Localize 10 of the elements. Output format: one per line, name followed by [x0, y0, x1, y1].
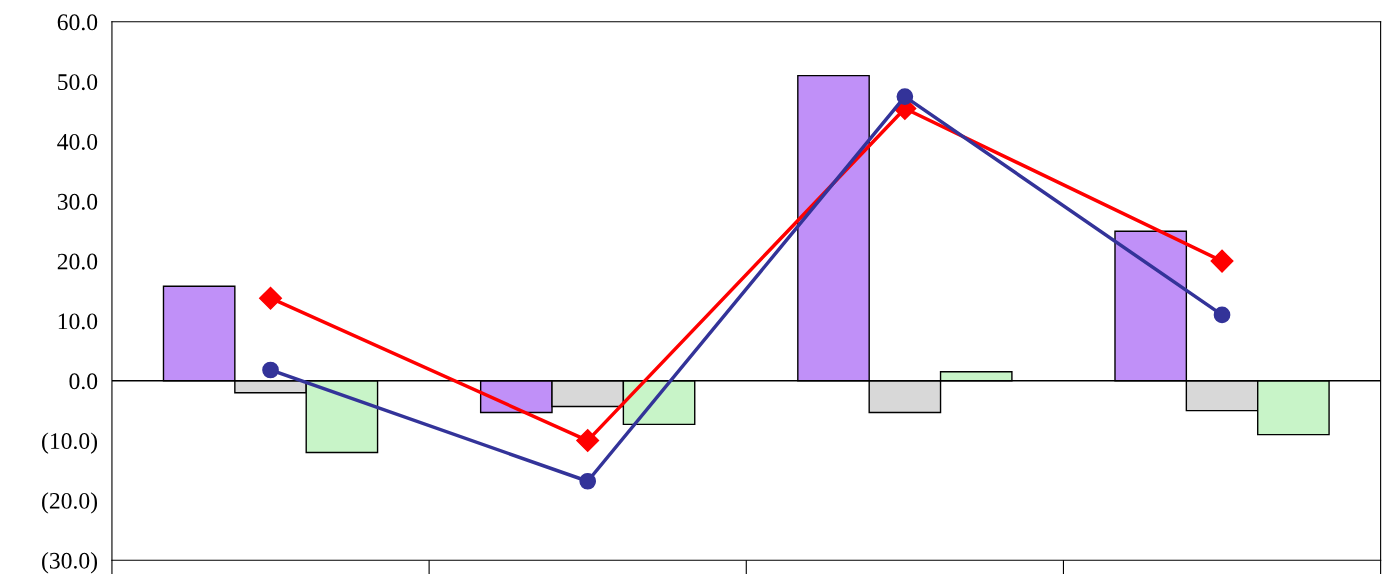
y-tick-label: 20.0 [57, 253, 98, 270]
y-tick-label: 0.0 [69, 373, 98, 390]
y-tick-label: 60.0 [57, 14, 98, 31]
y-tick-label: 30.0 [57, 193, 98, 210]
y-tick-label: (10.0) [42, 432, 98, 454]
y-tick-label: (20.0) [42, 492, 98, 514]
y-tick-label: 50.0 [58, 74, 98, 91]
y-tick-label: (30.0) [42, 552, 98, 574]
y-tick-label: 40.0 [57, 133, 98, 150]
y-tick-label: 10.0 [58, 313, 98, 330]
